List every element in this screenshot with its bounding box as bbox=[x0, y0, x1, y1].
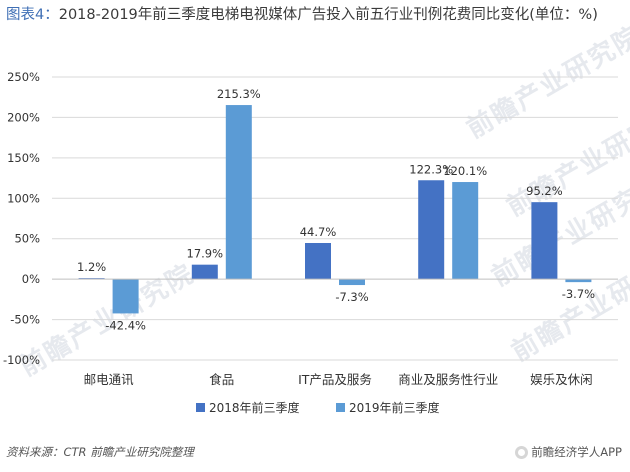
data-label: 215.3% bbox=[217, 87, 261, 101]
legend-label: 2018年前三季度 bbox=[209, 400, 300, 415]
bar bbox=[452, 182, 479, 280]
brand-credit: 前瞻经济学人APP bbox=[515, 444, 622, 460]
source-note: 资料来源：CTR 前瞻产业研究院整理 bbox=[6, 445, 194, 459]
chart-title: 图表4：2018-2019年前三季度电梯电视媒体广告投入前五行业刊例花费同比变化… bbox=[6, 4, 624, 26]
y-tick-label: 200% bbox=[7, 110, 40, 124]
bar bbox=[112, 279, 139, 314]
y-tick-label: 250% bbox=[7, 70, 40, 84]
brand-text: 前瞻经济学人APP bbox=[531, 445, 622, 459]
x-tick-label: IT产品及服务 bbox=[298, 372, 372, 387]
data-label: 44.7% bbox=[300, 225, 337, 239]
y-tick-label: -50% bbox=[10, 313, 40, 327]
data-label: 95.2% bbox=[526, 184, 563, 198]
legend-label: 2019年前三季度 bbox=[349, 400, 440, 415]
y-tick-label: 0% bbox=[22, 272, 40, 286]
data-label: 120.1% bbox=[443, 164, 487, 178]
data-label: -42.4% bbox=[105, 318, 146, 332]
bar bbox=[565, 279, 592, 283]
figure-number: 图表4： bbox=[6, 7, 59, 23]
data-label: 122.3% bbox=[409, 162, 453, 176]
legend-swatch bbox=[336, 403, 345, 412]
y-tick-label: -100% bbox=[3, 353, 40, 367]
brand-logo-icon bbox=[515, 445, 529, 459]
bar bbox=[531, 202, 558, 280]
bar bbox=[225, 105, 252, 280]
bar bbox=[305, 242, 331, 280]
x-tick-label: 邮电通讯 bbox=[84, 372, 135, 387]
bar bbox=[191, 264, 218, 280]
x-tick-label: 商业及服务性行业 bbox=[398, 372, 498, 387]
data-label: 17.9% bbox=[187, 247, 224, 261]
title-text: 2018-2019年前三季度电梯电视媒体广告投入前五行业刊例花费同比变化(单位：… bbox=[58, 7, 598, 23]
data-label: -3.7% bbox=[562, 287, 595, 301]
y-tick-label: 50% bbox=[14, 232, 40, 246]
x-tick-label: 食品 bbox=[209, 372, 234, 387]
x-tick-label: 娱乐及休闲 bbox=[530, 372, 593, 387]
bar bbox=[339, 279, 365, 286]
bar bbox=[418, 180, 445, 280]
y-tick-label: 100% bbox=[7, 191, 40, 205]
y-tick-label: 150% bbox=[7, 151, 40, 165]
legend-swatch bbox=[196, 403, 205, 412]
data-label: 1.2% bbox=[77, 260, 106, 274]
data-label: -7.3% bbox=[335, 290, 368, 304]
